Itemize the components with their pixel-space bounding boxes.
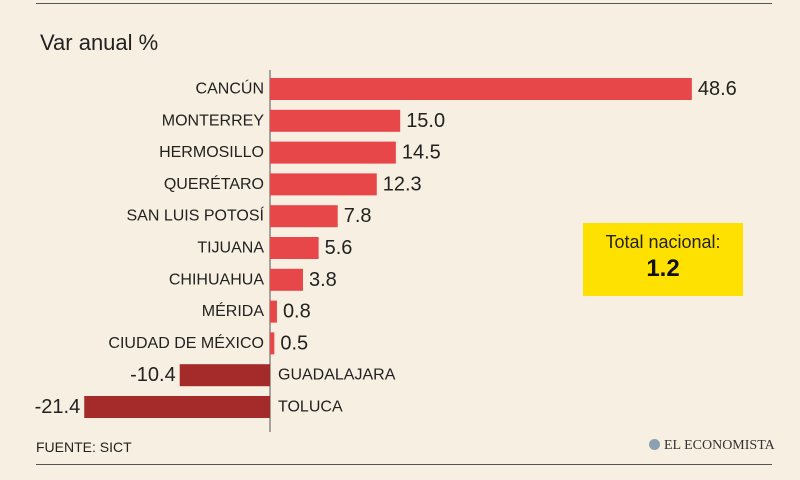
data-label: 15.0 [406, 110, 445, 132]
total-value: 1.2 [646, 255, 680, 282]
bar-6 [270, 268, 303, 291]
bar-3 [270, 173, 377, 196]
source-note: FUENTE: SICT [36, 439, 132, 455]
category-label: TOLUCA [278, 399, 343, 416]
brand-name: EL ECONOMISTA [664, 438, 775, 453]
category-label: GUADALAJARA [278, 367, 396, 384]
data-label: 0.8 [283, 301, 311, 323]
data-label: 5.6 [325, 237, 353, 259]
bar-1 [270, 109, 401, 132]
category-label: CIUDAD DE MÉXICO [108, 333, 264, 352]
category-label: HERMOSILLO [159, 144, 264, 161]
bar-7 [270, 300, 277, 323]
bar-4 [270, 205, 338, 228]
total-label: Total nacional: [605, 232, 721, 252]
bar-9 [179, 364, 270, 387]
bottom-rule [36, 464, 772, 465]
category-label: TIJUANA [197, 240, 264, 257]
bar-2 [270, 141, 396, 164]
category-label: QUERÉTARO [164, 174, 264, 193]
total-callout: Total nacional: 1.2 [583, 223, 743, 296]
top-rule [36, 3, 772, 4]
chart-title: Var anual % [40, 30, 159, 55]
data-label: 7.8 [344, 205, 372, 227]
category-label: CANCÚN [196, 79, 264, 98]
brand-logo: EL ECONOMISTA [649, 438, 775, 454]
data-label: 0.5 [280, 332, 308, 354]
data-label: 14.5 [402, 142, 441, 164]
bar-10 [84, 396, 270, 418]
bar-8 [270, 332, 275, 355]
category-label: MONTERREY [162, 112, 265, 129]
data-label: 48.6 [698, 78, 737, 100]
brand-mark-icon [649, 439, 660, 450]
category-label: SAN LUIS POTOSÍ [126, 206, 264, 225]
category-label: MÉRIDA [202, 301, 265, 320]
category-label: CHIHUAHUA [169, 271, 264, 288]
data-label: -10.4 [130, 364, 176, 386]
bar-5 [270, 237, 319, 259]
data-label: 12.3 [383, 173, 422, 195]
data-label: -21.4 [35, 396, 81, 418]
bar-0 [270, 78, 692, 100]
data-label: 3.8 [309, 269, 337, 291]
